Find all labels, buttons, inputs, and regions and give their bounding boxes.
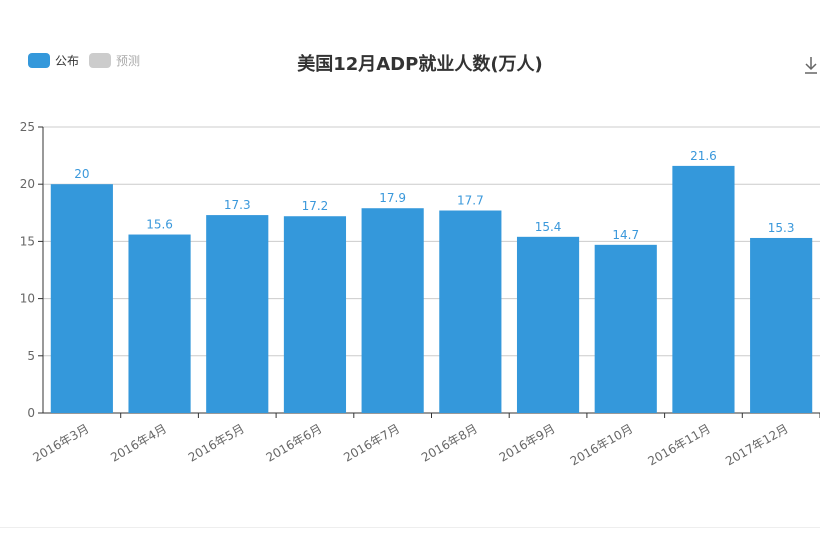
bottom-divider (0, 527, 820, 528)
y-tick-label: 15 (20, 234, 35, 248)
y-tick-label: 0 (27, 406, 35, 420)
data-label: 15.3 (768, 221, 795, 235)
data-label: 17.7 (457, 194, 484, 208)
x-tick-label: 2016年5月 (186, 421, 247, 464)
x-tick-label: 2016年11月 (645, 421, 712, 468)
chart-title: 美国12月ADP就业人数(万人) (297, 54, 543, 75)
x-tick-label: 2016年7月 (341, 421, 402, 464)
x-tick-label: 2016年4月 (108, 421, 169, 464)
y-tick-label: 25 (20, 120, 35, 134)
y-tick-label: 20 (20, 177, 35, 191)
data-label: 15.4 (535, 220, 562, 234)
x-tick-label: 2016年10月 (568, 421, 635, 468)
bar (672, 165, 735, 413)
x-tick-label: 2016年3月 (30, 421, 91, 464)
bar (439, 210, 502, 413)
legend-swatch-published (28, 53, 50, 68)
download-icon[interactable] (803, 55, 819, 75)
legend-swatch-forecast (89, 53, 112, 68)
legend-label-forecast: 预测 (116, 54, 141, 68)
bar (361, 208, 424, 413)
legend: 公布 预测 (28, 52, 140, 69)
x-tick-label: 2017年12月 (723, 421, 790, 468)
data-label: 15.6 (146, 218, 173, 232)
bar (50, 184, 113, 413)
x-tick-label: 2016年6月 (264, 421, 325, 464)
x-tick-label: 2016年9月 (497, 421, 558, 464)
data-label: 17.2 (302, 199, 329, 213)
data-label: 17.3 (224, 198, 251, 212)
data-label: 17.9 (379, 191, 406, 205)
y-tick-label: 10 (20, 292, 35, 306)
bar (594, 244, 657, 413)
bar (283, 216, 347, 413)
legend-label-published: 公布 (55, 54, 80, 68)
legend-item-published[interactable]: 公布 (28, 52, 79, 69)
y-tick-label: 5 (27, 349, 35, 363)
bar (206, 215, 269, 413)
x-tick-label: 2016年8月 (419, 421, 480, 464)
data-label: 14.7 (612, 228, 639, 242)
data-label: 20 (74, 167, 89, 181)
bar (128, 234, 191, 413)
data-label: 21.6 (690, 149, 717, 163)
bar (750, 237, 813, 413)
bar (516, 236, 580, 413)
legend-item-forecast[interactable]: 预测 (89, 52, 140, 69)
